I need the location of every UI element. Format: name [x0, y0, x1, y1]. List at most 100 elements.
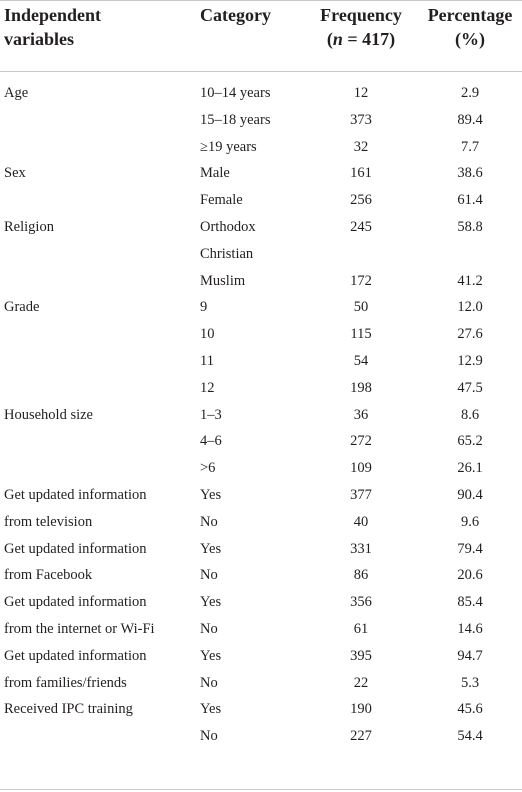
cell-frequency: 227	[350, 728, 372, 745]
cell-category: 15–18 years	[200, 111, 271, 128]
cell-variable: Household size	[4, 406, 93, 423]
header-frequency-n-value: = 417)	[342, 29, 396, 49]
cell-percentage: 61.4	[457, 192, 483, 209]
table-row: Get updated information Yes 356 85.4	[0, 589, 522, 616]
table-bottom-rule	[0, 789, 522, 790]
header-category-label: Category	[200, 5, 271, 25]
table-row: Get updated information Yes 395 94.7	[0, 643, 522, 670]
cell-frequency: 245	[350, 219, 372, 235]
cell-percentage: 27.6	[457, 326, 483, 343]
cell-frequency: 331	[350, 540, 372, 557]
cell-frequency: 40	[353, 513, 369, 530]
cell-frequency: 86	[353, 567, 369, 584]
cell-percentage: 85.4	[457, 594, 483, 611]
cell-variable: Get updated information	[4, 594, 147, 611]
cell-variable: Get updated information	[4, 487, 147, 503]
cell-frequency: 12	[353, 85, 369, 101]
table-row: from the internet or Wi-Fi No 61 14.6	[0, 616, 522, 643]
table-header: Independent variables Category Frequency…	[0, 0, 522, 72]
table-row: Religion Orthodox 245 58.8	[0, 214, 522, 241]
cell-percentage: 41.2	[457, 272, 483, 289]
cell-variable: Get updated information	[4, 540, 147, 557]
cell-category: 4–6	[200, 433, 222, 450]
cell-percentage: 12.9	[457, 353, 483, 369]
cell-frequency: 395	[350, 647, 372, 664]
cell-category: 10–14 years	[200, 85, 271, 101]
table-row: 12 198 47.5	[0, 375, 522, 402]
table-row: ≥19 years 32 7.7	[0, 134, 522, 161]
cell-variable: from television	[4, 513, 93, 530]
cell-category: Yes	[200, 701, 222, 718]
cell-frequency: 161	[350, 165, 372, 182]
cell-category: Yes	[200, 540, 222, 557]
cell-frequency: 36	[353, 406, 369, 423]
cell-frequency: 109	[350, 460, 372, 477]
cell-percentage: 9.6	[460, 513, 480, 530]
cell-frequency: 32	[353, 138, 369, 155]
table-row: from families/friends No 22 5.3	[0, 670, 522, 697]
cell-variable: from families/friends	[4, 674, 127, 691]
table-row: Household size 1–3 36 8.6	[0, 402, 522, 429]
table-row: Sex Male 161 38.6	[0, 160, 522, 187]
cell-frequency: 190	[350, 701, 372, 718]
cell-category: 10	[200, 326, 215, 343]
header-frequency-open: (	[326, 29, 333, 49]
cell-variable: Grade	[4, 299, 40, 316]
cell-percentage: 38.6	[457, 165, 483, 182]
table-row: Age 10–14 years 12 2.9	[0, 80, 522, 107]
cell-percentage: 54.4	[457, 728, 483, 745]
header-frequency-n-symbol: n	[332, 29, 343, 49]
table-row: from television No 40 9.6	[0, 509, 522, 536]
cell-category: 1–3	[200, 406, 222, 423]
header-var-line1: Independent	[4, 5, 102, 25]
cell-percentage: 45.6	[457, 701, 483, 718]
header-var-line2: variables	[4, 29, 74, 49]
cell-category: Christian	[200, 245, 254, 262]
cell-frequency: 115	[350, 326, 372, 343]
cell-frequency: 198	[350, 379, 372, 396]
cell-category: No	[200, 513, 218, 530]
cell-frequency: 256	[350, 192, 372, 209]
cell-category: Orthodox	[200, 219, 256, 235]
cell-category: Yes	[200, 647, 222, 664]
cell-percentage: 2.9	[460, 85, 480, 101]
header-percentage-unit: (%)	[455, 29, 485, 49]
table-row: 15–18 years 373 89.4	[0, 107, 522, 134]
table-row: Muslim 172 41.2	[0, 268, 522, 295]
table-row: 10 115 27.6	[0, 321, 522, 348]
table-row: from Facebook No 86 20.6	[0, 562, 522, 589]
cell-category: No	[200, 567, 218, 584]
header-frequency-label: Frequency	[320, 5, 402, 25]
cell-frequency: 373	[350, 111, 372, 128]
cell-percentage: 8.6	[460, 406, 480, 423]
cell-frequency: 50	[353, 299, 369, 316]
table-row: Grade 9 50 12.0	[0, 294, 522, 321]
cell-frequency: 356	[350, 594, 372, 611]
table-row: 4–6 272 65.2	[0, 428, 522, 455]
table-row: Female 256 61.4	[0, 187, 522, 214]
cell-variable: Sex	[4, 165, 26, 182]
cell-percentage: 5.3	[460, 674, 480, 691]
header-category: Category	[200, 3, 271, 27]
table-row: Christian	[0, 241, 522, 268]
cell-frequency: 22	[353, 674, 369, 691]
cell-category: 9	[200, 299, 208, 316]
cell-variable: Religion	[4, 219, 54, 235]
cell-category: >6	[200, 460, 216, 477]
cell-percentage: 47.5	[457, 379, 483, 396]
cell-category: Muslim	[200, 272, 246, 289]
table-row: Get updated information Yes 331 79.4	[0, 536, 522, 563]
table-row: >6 109 26.1	[0, 455, 522, 482]
cell-percentage: 14.6	[457, 621, 483, 637]
header-frequency-n: (n = 417)	[313, 27, 409, 51]
header-independent-variables: Independent variables	[4, 3, 101, 51]
cell-percentage: 20.6	[457, 567, 483, 584]
cell-frequency: 172	[350, 272, 372, 289]
header-frequency: Frequency (n = 417)	[313, 3, 409, 51]
cell-category: ≥19 years	[200, 138, 257, 155]
table-row: Received IPC training Yes 190 45.6	[0, 696, 522, 723]
cell-frequency: 377	[350, 487, 372, 503]
cell-percentage: 89.4	[457, 111, 483, 128]
cell-category: Female	[200, 192, 243, 209]
